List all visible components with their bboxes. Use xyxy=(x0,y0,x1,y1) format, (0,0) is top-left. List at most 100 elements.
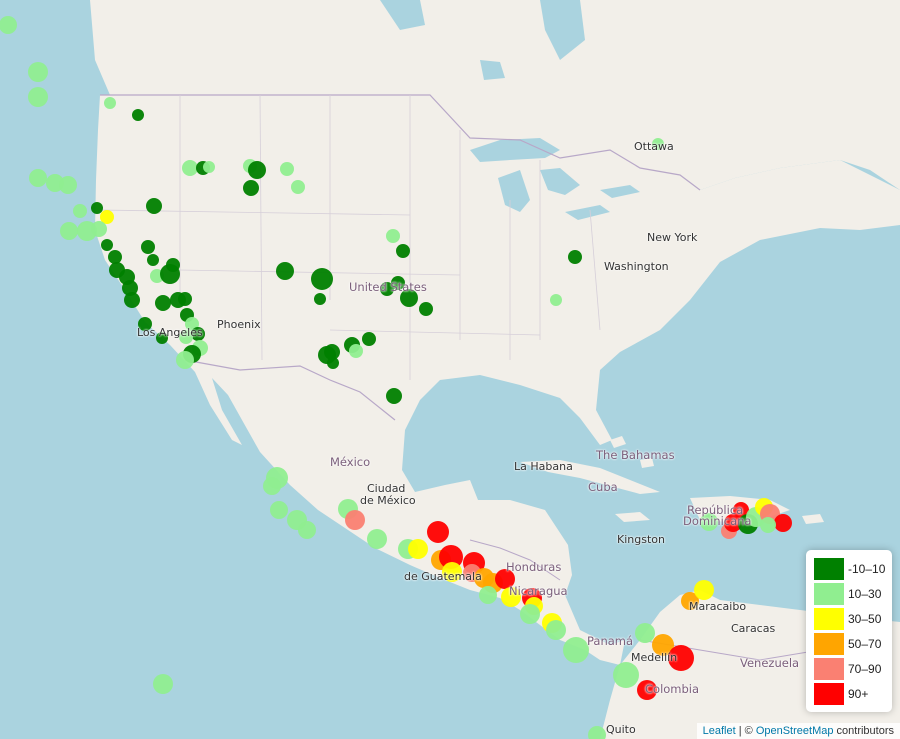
earthquake-marker[interactable] xyxy=(243,180,259,196)
place-label: Honduras xyxy=(506,560,562,574)
earthquake-marker[interactable] xyxy=(147,254,159,266)
earthquake-marker[interactable] xyxy=(263,477,281,495)
legend-swatch xyxy=(814,557,844,580)
place-label: Phoenix xyxy=(217,318,261,331)
earthquake-marker[interactable] xyxy=(724,514,742,532)
earthquake-marker[interactable] xyxy=(0,16,17,34)
earthquake-marker[interactable] xyxy=(681,592,699,610)
earthquake-marker[interactable] xyxy=(694,580,714,600)
earthquake-marker[interactable] xyxy=(276,262,294,280)
earthquake-marker[interactable] xyxy=(73,204,87,218)
attribution-suffix: contributors xyxy=(833,725,894,737)
earthquake-marker[interactable] xyxy=(550,294,562,306)
earthquake-marker[interactable] xyxy=(733,502,749,518)
earthquake-marker[interactable] xyxy=(652,138,664,150)
earthquake-marker[interactable] xyxy=(635,623,655,643)
earthquake-marker[interactable] xyxy=(203,161,215,173)
earthquake-marker[interactable] xyxy=(132,109,144,121)
earthquake-marker[interactable] xyxy=(408,539,428,559)
map-attribution: Leaflet | © OpenStreetMap contributors xyxy=(696,723,900,739)
earthquake-marker[interactable] xyxy=(104,97,116,109)
place-label: de Guatemala xyxy=(404,570,482,583)
earthquake-marker[interactable] xyxy=(91,221,107,237)
earthquake-marker[interactable] xyxy=(396,244,410,258)
earthquake-marker[interactable] xyxy=(311,268,333,290)
earthquake-marker[interactable] xyxy=(563,637,589,663)
earthquake-marker[interactable] xyxy=(191,327,205,341)
earthquake-marker[interactable] xyxy=(386,229,400,243)
earthquake-marker[interactable] xyxy=(419,302,433,316)
earthquake-marker[interactable] xyxy=(479,586,497,604)
earthquake-marker[interactable] xyxy=(439,545,463,569)
earthquake-marker[interactable] xyxy=(155,295,171,311)
earthquake-marker[interactable] xyxy=(291,180,305,194)
earthquake-marker[interactable] xyxy=(248,161,266,179)
earthquake-marker[interactable] xyxy=(29,169,47,187)
earthquake-marker[interactable] xyxy=(367,529,387,549)
earthquake-marker[interactable] xyxy=(546,620,566,640)
legend-label: 30–50 xyxy=(848,611,882,626)
earthquake-marker[interactable] xyxy=(613,662,639,688)
earthquake-marker[interactable] xyxy=(327,357,339,369)
earthquake-marker[interactable] xyxy=(28,62,48,82)
earthquake-marker[interactable] xyxy=(324,344,340,360)
legend-swatch xyxy=(814,657,844,680)
earthquake-marker[interactable] xyxy=(146,198,162,214)
earthquake-marker[interactable] xyxy=(520,604,540,624)
place-label: La Habana xyxy=(514,460,573,473)
earthquake-marker[interactable] xyxy=(166,258,180,272)
earthquake-marker[interactable] xyxy=(700,513,718,531)
place-label: New York xyxy=(647,231,698,244)
place-label: Cuba xyxy=(588,480,618,494)
earthquake-marker[interactable] xyxy=(141,240,155,254)
earthquake-marker[interactable] xyxy=(668,645,694,671)
earthquake-marker[interactable] xyxy=(345,510,365,530)
earthquake-marker[interactable] xyxy=(774,514,792,532)
earthquake-marker[interactable] xyxy=(442,562,462,582)
earthquake-marker[interactable] xyxy=(760,517,776,533)
earthquake-marker[interactable] xyxy=(60,222,78,240)
leaflet-link[interactable]: Leaflet xyxy=(702,725,736,737)
earthquake-marker[interactable] xyxy=(122,280,138,296)
earthquake-marker[interactable] xyxy=(386,388,402,404)
earthquake-marker[interactable] xyxy=(59,176,77,194)
earthquake-marker[interactable] xyxy=(28,87,48,107)
earthquake-marker[interactable] xyxy=(108,250,122,264)
earthquake-marker[interactable] xyxy=(380,282,394,296)
earthquake-marker[interactable] xyxy=(153,674,173,694)
earthquake-marker[interactable] xyxy=(400,289,418,307)
earthquake-marker[interactable] xyxy=(314,293,326,305)
earthquake-marker[interactable] xyxy=(427,521,449,543)
earthquake-marker[interactable] xyxy=(182,160,198,176)
earthquake-marker[interactable] xyxy=(362,332,376,346)
depth-legend: -10–10 10–30 30–50 50–70 70–90 90+ xyxy=(806,550,892,712)
earthquake-marker[interactable] xyxy=(391,276,405,290)
earthquake-marker[interactable] xyxy=(270,501,288,519)
earthquake-marker[interactable] xyxy=(280,162,294,176)
earthquake-marker[interactable] xyxy=(495,569,515,589)
earthquake-marker[interactable] xyxy=(637,680,657,700)
place-label: Quito xyxy=(606,723,636,736)
earthquake-marker[interactable] xyxy=(101,239,113,251)
place-label: México xyxy=(330,455,371,469)
osm-link[interactable]: OpenStreetMap xyxy=(755,725,834,737)
earthquake-marker[interactable] xyxy=(179,330,193,344)
earthquake-marker[interactable] xyxy=(349,344,363,358)
earthquake-marker[interactable] xyxy=(652,634,674,656)
earthquake-marker[interactable] xyxy=(138,317,152,331)
earthquake-marker[interactable] xyxy=(178,292,192,306)
earthquake-marker[interactable] xyxy=(298,521,316,539)
earthquake-marker[interactable] xyxy=(100,210,114,224)
attribution-separator: | © xyxy=(735,725,756,737)
earthquake-marker[interactable] xyxy=(124,292,140,308)
earthquake-marker[interactable] xyxy=(501,587,521,607)
earthquake-marker[interactable] xyxy=(588,726,606,739)
earthquake-marker[interactable] xyxy=(156,332,168,344)
legend-item: 50–70 xyxy=(806,631,892,656)
earthquake-marker[interactable] xyxy=(176,351,194,369)
earthquake-marker[interactable] xyxy=(91,202,103,214)
earthquake-marker[interactable] xyxy=(568,250,582,264)
earthquake-markers xyxy=(0,16,792,739)
place-label: Venezuela xyxy=(740,656,800,670)
